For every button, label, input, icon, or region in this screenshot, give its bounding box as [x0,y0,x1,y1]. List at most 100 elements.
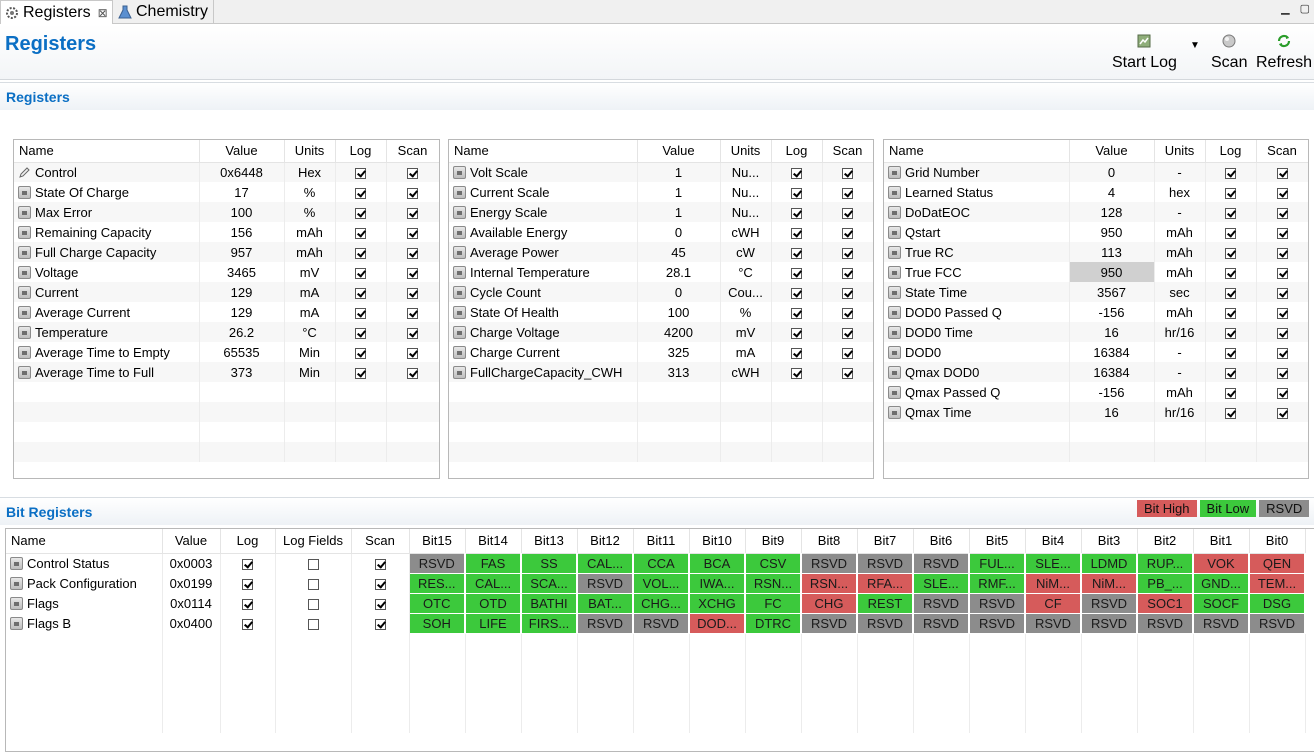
column-header-bit[interactable]: Bit11 [633,529,690,554]
bit-cell[interactable]: RSVD [1081,593,1138,614]
table-row[interactable]: Energy Scale 1 Nu... [449,202,873,222]
table-row[interactable]: Remaining Capacity 156 mAh [14,222,439,242]
scan-checkbox[interactable] [374,578,386,590]
table-row[interactable]: Qmax Passed Q -156 mAh [884,382,1308,402]
scan-checkbox[interactable] [842,307,853,319]
bit-cell[interactable]: SLE... [1025,553,1082,574]
scan-checkbox[interactable] [407,267,418,279]
scan-checkbox[interactable] [842,287,853,299]
log-checkbox[interactable] [791,167,802,179]
bit-cell[interactable]: CAL... [465,573,522,594]
table-row[interactable]: Voltage 3465 mV [14,262,439,282]
column-header-bit[interactable]: Bit2 [1137,529,1194,554]
log-checkbox[interactable] [1225,407,1236,419]
table-row[interactable]: Average Power 45 cW [449,242,873,262]
bit-cell[interactable]: RSVD [409,553,466,574]
table-row[interactable]: Qmax DOD0 16384- [884,362,1308,382]
bit-register-row[interactable]: Flags 0x0114 OTC OTD BATHI BAT... CHG... XCHG FC… [6,593,1306,614]
tab-chemistry[interactable]: Chemistry [114,0,214,24]
scan-checkbox[interactable] [1276,287,1288,299]
column-header-bit[interactable]: Bit15 [409,529,466,554]
bit-cell[interactable]: RSVD [857,613,914,634]
scan-checkbox[interactable] [407,247,418,259]
column-header-value[interactable]: Value [162,529,221,554]
bit-cell[interactable]: OTD [465,593,522,614]
column-header-name[interactable]: Name [884,140,1070,163]
log-checkbox[interactable] [355,367,366,379]
table-row[interactable]: DoDatEOC 128- [884,202,1308,222]
scan-checkbox[interactable] [407,187,418,199]
column-header-value[interactable]: Value [199,140,285,163]
table-row[interactable]: Learned Status 4 hex [884,182,1308,202]
bit-cell[interactable]: PB_... [1137,573,1194,594]
column-header-value[interactable]: Value [637,140,721,163]
bit-cell[interactable]: XCHG [689,593,746,614]
scan-checkbox[interactable] [1276,187,1288,199]
table-row[interactable]: Average Time to Empty 65535 Min [14,342,439,362]
log-checkbox[interactable] [1225,347,1236,359]
bit-cell[interactable]: RSN... [745,573,802,594]
scan-checkbox[interactable] [842,267,853,279]
scan-checkbox[interactable] [407,167,418,179]
bit-cell[interactable]: DOD... [689,613,746,634]
log-fields-checkbox[interactable] [307,558,319,570]
bit-register-row[interactable]: Control Status 0x0003 RSVD FAS SS CAL... CCA BC… [6,553,1306,574]
bit-cell[interactable]: VOK [1193,553,1250,574]
bit-register-row[interactable]: Pack Configuration 0x0199 RES... CAL... SCA.… [6,573,1306,594]
bit-cell[interactable]: DSG [1249,593,1306,614]
column-header-bit[interactable]: Bit5 [969,529,1026,554]
table-row[interactable]: Qmax Time 16 hr/16 [884,402,1308,422]
table-row[interactable]: DOD0 16384- [884,342,1308,362]
scan-checkbox[interactable] [407,227,418,239]
bit-cell[interactable]: REST [857,593,914,614]
bit-cell[interactable]: RSVD [801,553,858,574]
table-row[interactable]: Current Scale 1 Nu... [449,182,873,202]
column-header-value[interactable]: Value [1069,140,1155,163]
bit-cell[interactable]: RUP... [1137,553,1194,574]
column-header-log[interactable]: Log [1205,140,1257,163]
table-row[interactable]: Available Energy 0 cWH [449,222,873,242]
scan-checkbox[interactable] [407,347,418,359]
scan-checkbox[interactable] [407,207,418,219]
scan-checkbox[interactable] [374,598,386,610]
log-checkbox[interactable] [1225,287,1236,299]
bit-cell[interactable]: RSN... [801,573,858,594]
column-header-bit[interactable]: Bit7 [857,529,914,554]
scan-checkbox[interactable] [842,207,853,219]
log-checkbox[interactable] [791,247,802,259]
start-log-button[interactable]: Start Log [1112,32,1177,72]
table-row[interactable]: Grid Number 0- [884,162,1308,182]
bit-cell[interactable]: CF [1025,593,1082,614]
tab-registers[interactable]: Registers ⊠ [0,0,113,24]
column-header-bit[interactable]: Bit14 [465,529,522,554]
log-checkbox[interactable] [1225,367,1236,379]
column-header-bit[interactable]: Bit4 [1025,529,1082,554]
scan-checkbox[interactable] [1276,327,1288,339]
log-checkbox[interactable] [791,187,802,199]
table-row[interactable]: True RC 113 mAh [884,242,1308,262]
bit-cell[interactable]: CHG [801,593,858,614]
log-checkbox[interactable] [355,207,366,219]
bit-cell[interactable]: RFA... [857,573,914,594]
bit-cell[interactable]: FAS [465,553,522,574]
bit-cell[interactable]: CSV [745,553,802,574]
column-header-units[interactable]: Units [720,140,772,163]
log-checkbox[interactable] [355,287,366,299]
log-fields-checkbox[interactable] [307,618,319,630]
scan-checkbox[interactable] [1276,407,1288,419]
table-row[interactable]: Control 0x6448 Hex [14,162,439,182]
log-checkbox[interactable] [791,367,802,379]
log-checkbox[interactable] [355,347,366,359]
log-checkbox[interactable] [355,167,366,179]
log-fields-checkbox[interactable] [307,578,319,590]
bit-cell[interactable]: FC [745,593,802,614]
scan-checkbox[interactable] [1276,347,1288,359]
minimize-icon[interactable]: ▁ [1281,3,1290,15]
bit-cell[interactable]: SOCF [1193,593,1250,614]
column-header-bit[interactable]: Bit0 [1249,529,1306,554]
table-row[interactable]: State Of Charge 17% [14,182,439,202]
log-checkbox[interactable] [1225,307,1236,319]
column-header-scan[interactable]: Scan [1256,140,1308,163]
log-checkbox[interactable] [355,247,366,259]
column-header-scan[interactable]: Scan [822,140,873,163]
